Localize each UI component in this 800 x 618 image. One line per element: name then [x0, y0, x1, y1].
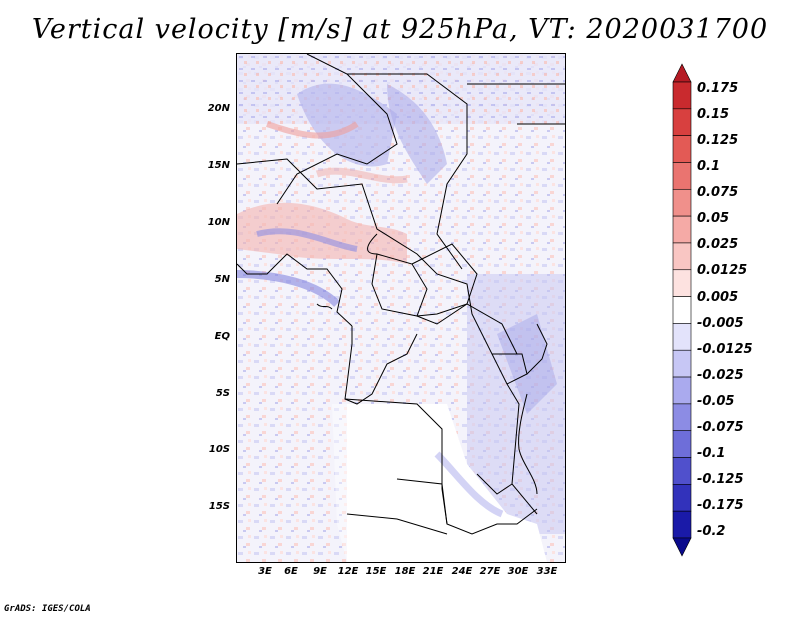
- colorbar-band: [672, 376, 692, 405]
- colorbar-label: 0.0125: [697, 263, 748, 278]
- colorbar-band: [672, 510, 692, 539]
- colorbar-label: 0.05: [697, 211, 730, 226]
- lon-label-33e: 33E: [536, 566, 558, 577]
- colorbar: [672, 63, 692, 557]
- colorbar-band: [672, 215, 692, 244]
- footer-credit: GrADS: IGES/COLA: [4, 604, 91, 614]
- lat-label-5s: 5S: [215, 388, 230, 399]
- lat-label-15n: 15N: [207, 160, 230, 171]
- colorbar-band: [672, 296, 692, 324]
- colorbar-band: [672, 403, 692, 432]
- colorbar-band: [672, 269, 692, 297]
- colorbar-label: -0.05: [697, 394, 735, 409]
- colorbar-label: 0.125: [697, 133, 739, 148]
- colorbar-label: -0.0125: [697, 342, 753, 357]
- colorbar-label: 0.025: [697, 237, 739, 252]
- lat-label-10n: 10N: [207, 217, 230, 228]
- colorbar-band: [672, 188, 692, 217]
- colorbar-band: [672, 108, 692, 136]
- colorbar-label: 0.1: [697, 159, 721, 174]
- colorbar-label: -0.175: [697, 498, 744, 513]
- lat-label-5n: 5N: [214, 274, 230, 285]
- lon-label-21e: 21E: [422, 566, 444, 577]
- colorbar-label: -0.1: [697, 446, 726, 461]
- colorbar-label: -0.025: [697, 368, 744, 383]
- map-field: [237, 54, 565, 562]
- colorbar-band: [672, 63, 692, 83]
- lon-label-18e: 18E: [394, 566, 416, 577]
- colorbar-label: 0.005: [697, 290, 739, 305]
- colorbar-label: -0.125: [697, 472, 744, 487]
- colorbar-band: [672, 135, 692, 163]
- colorbar-label: -0.005: [697, 316, 744, 331]
- lat-label-10s: 10S: [208, 444, 230, 455]
- lon-label-3e: 3E: [258, 566, 272, 577]
- colorbar-label: -0.2: [697, 524, 726, 539]
- lat-label-15s: 15S: [208, 501, 230, 512]
- map-title: Vertical velocity [m/s] at 925hPa, VT: 2…: [31, 14, 769, 45]
- colorbar-band: [672, 242, 692, 271]
- colorbar-band: [672, 484, 692, 512]
- colorbar-band: [672, 323, 692, 351]
- colorbar-band: [672, 430, 692, 458]
- lon-label-15e: 15E: [365, 566, 387, 577]
- colorbar-band: [672, 81, 692, 110]
- colorbar-band: [672, 457, 692, 485]
- lon-label-6e: 6E: [284, 566, 298, 577]
- lon-label-24e: 24E: [451, 566, 473, 577]
- lon-label-12e: 12E: [337, 566, 359, 577]
- colorbar-band: [672, 162, 692, 190]
- colorbar-label: -0.075: [697, 420, 744, 435]
- colorbar-label: 0.15: [697, 107, 730, 122]
- lon-label-9e: 9E: [313, 566, 327, 577]
- velocity-map: [236, 53, 566, 563]
- colorbar-label: 0.075: [697, 185, 739, 200]
- colorbar-band: [672, 537, 692, 557]
- lat-label-eq: EQ: [214, 331, 230, 342]
- lat-label-20n: 20N: [207, 103, 230, 114]
- colorbar-band: [672, 349, 692, 378]
- lon-label-30e: 30E: [507, 566, 529, 577]
- lon-label-27e: 27E: [479, 566, 501, 577]
- colorbar-label: 0.175: [697, 81, 739, 96]
